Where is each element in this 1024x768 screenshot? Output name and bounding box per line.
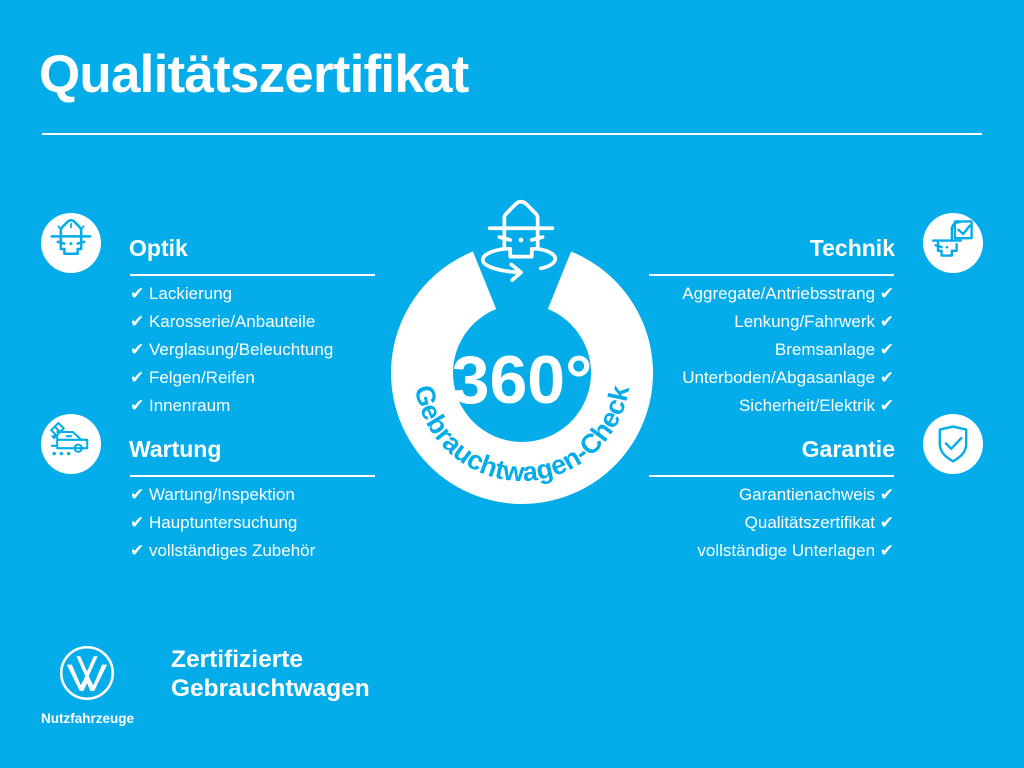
svg-text:360°: 360° bbox=[452, 342, 593, 418]
